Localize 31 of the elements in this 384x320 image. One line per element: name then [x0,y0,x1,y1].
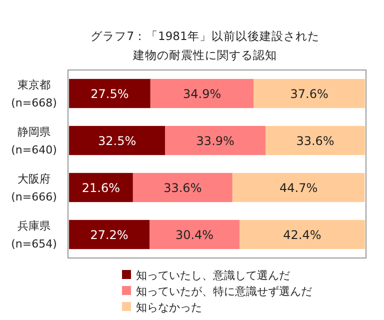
data-label: 34.9% [182,87,222,101]
y-tick-label: 大阪府 (n=666) [11,172,57,204]
y-tick-label: 静岡県 (n=640) [11,126,57,156]
data-label: 30.4% [175,228,214,242]
legend-label: 知らなかった [136,301,202,314]
data-label: 27.5% [90,87,129,101]
data-label: 37.6% [290,87,328,101]
data-label: 42.4% [283,228,322,242]
bar [69,172,133,202]
bar [69,220,150,250]
data-label: 27.2% [90,228,128,242]
bar [69,78,150,108]
y-tick-label: 東京都 (n=668) [11,78,57,110]
data-label: 33.9% [196,134,234,148]
bar [69,126,166,156]
chart-title: グラフ7：「1981年」以前以後建設された [90,29,320,43]
bar [132,172,232,202]
y-tick-label: 兵庫県 (n=654) [11,220,57,250]
bar [165,126,266,156]
data-label: 21.6% [82,181,120,195]
bar [150,220,240,250]
data-label: 32.5% [98,134,136,148]
bar [150,78,254,108]
bar [254,78,365,108]
bar [266,126,365,156]
chart-subtitle: 建物の耐震性に関する認知 [132,48,277,62]
data-label: 33.6% [164,181,202,195]
data-label: 44.7% [279,181,318,195]
bar [239,220,365,250]
data-label: 33.6% [296,134,334,148]
bar [232,172,365,202]
